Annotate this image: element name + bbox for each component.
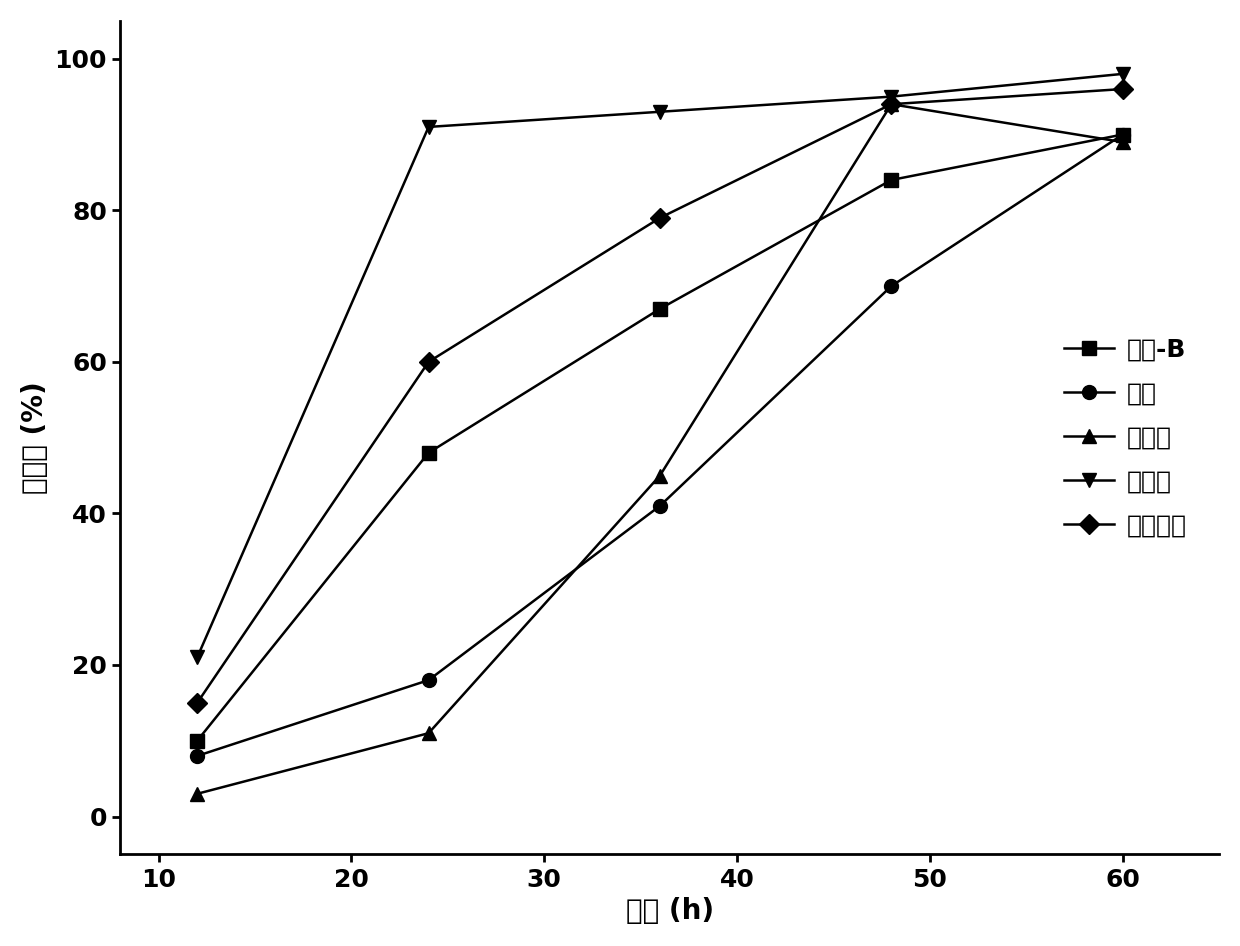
天青-B [884,174,899,185]
刚果红 [190,788,205,799]
天青-B [1115,129,1130,140]
Line: 亚甲基蓝: 亚甲基蓝 [190,82,1130,710]
亚甲基蓝 [884,98,899,110]
酚红 [652,500,667,512]
苯胺蓝 [422,121,436,132]
苯胺蓝 [884,91,899,102]
亚甲基蓝 [652,212,667,223]
Line: 酚红: 酚红 [190,128,1130,762]
酚红 [1115,129,1130,140]
亚甲基蓝 [1115,83,1130,95]
亚甲基蓝 [190,697,205,709]
Y-axis label: 脉色率 (%): 脉色率 (%) [21,381,48,494]
酚红 [190,750,205,762]
刚果红 [1115,136,1130,148]
亚甲基蓝 [422,356,436,367]
苯胺蓝 [1115,68,1130,79]
苯胺蓝 [652,106,667,117]
X-axis label: 时间 (h): 时间 (h) [625,897,714,925]
酚红 [884,280,899,291]
天青-B [422,447,436,459]
天青-B [652,303,667,314]
刚果红 [422,727,436,739]
Legend: 天青-B, 酚红, 刚果红, 苯胺蓝, 亚甲基蓝: 天青-B, 酚红, 刚果红, 苯胺蓝, 亚甲基蓝 [1044,318,1207,557]
Line: 苯胺蓝: 苯胺蓝 [190,67,1130,664]
苯胺蓝 [190,652,205,663]
Line: 天青-B: 天青-B [190,128,1130,747]
酚红 [422,674,436,686]
Line: 刚果红: 刚果红 [190,97,1130,800]
刚果红 [652,470,667,482]
天青-B [190,735,205,746]
刚果红 [884,98,899,110]
